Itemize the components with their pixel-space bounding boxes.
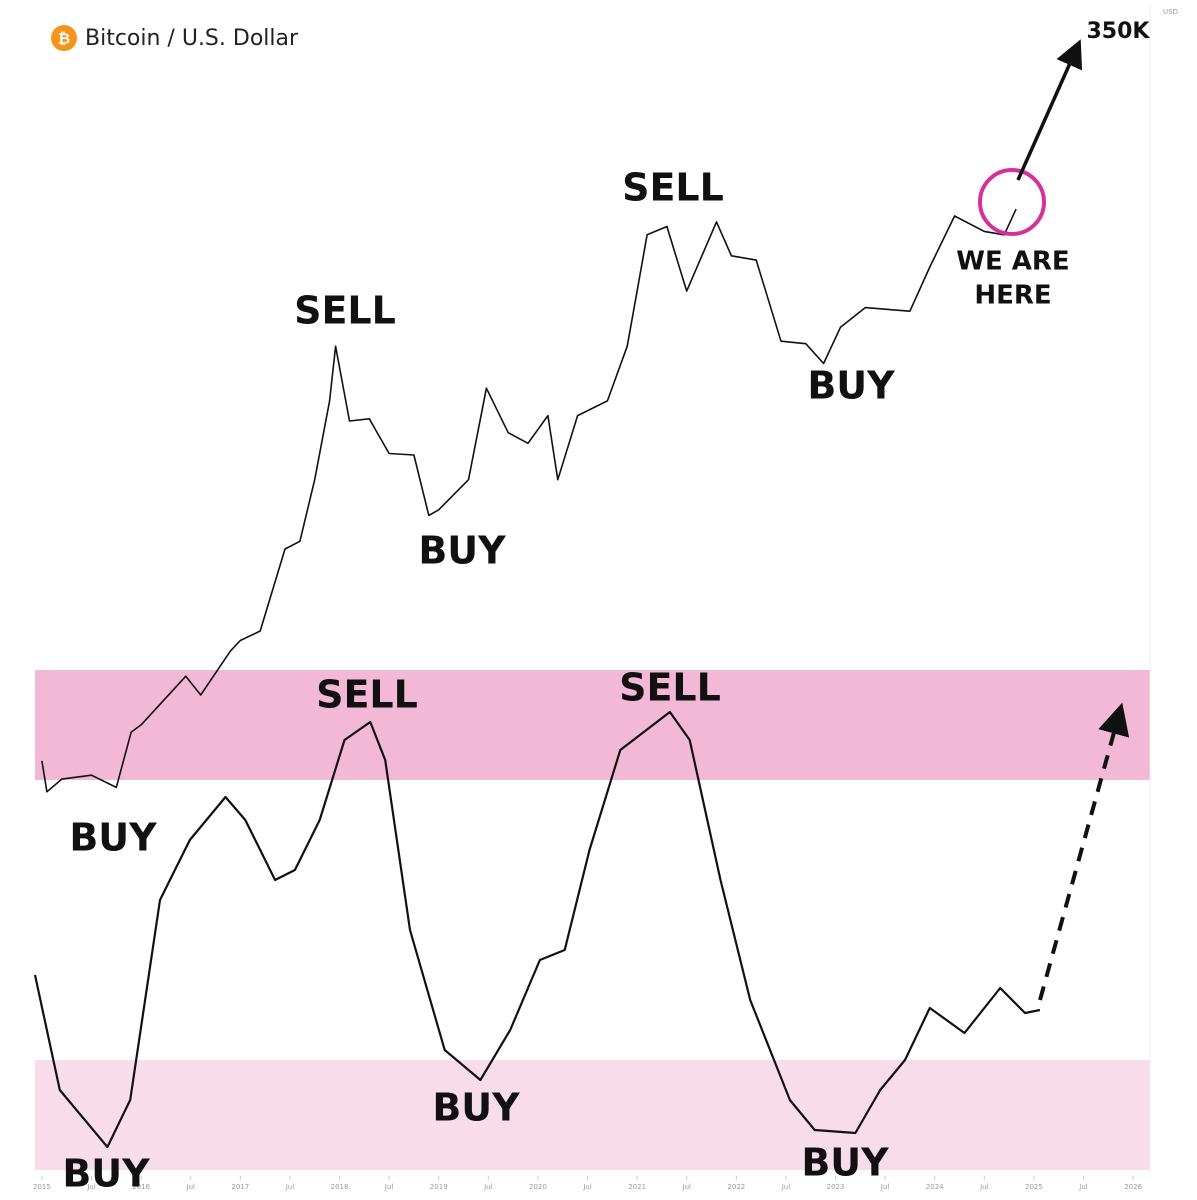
x-tick-label: 2020: [529, 1183, 547, 1191]
annotation: SELL: [622, 166, 724, 210]
x-tick-label: 2015: [33, 1183, 51, 1191]
x-tick-label: 2024: [926, 1183, 944, 1191]
annotation: SELL: [294, 289, 396, 333]
x-tick-label: 2023: [827, 1183, 845, 1191]
band: [35, 1060, 1150, 1170]
x-tick-label: Jul: [1078, 1183, 1088, 1191]
bitcoin-symbol: ₿: [58, 30, 70, 48]
x-tick-label: 2025: [1025, 1183, 1043, 1191]
annotation: WE ARE: [956, 247, 1069, 277]
annotation: BUY: [69, 816, 157, 860]
line: [33, 710, 1041, 1149]
x-tick-label: Jul: [285, 1183, 295, 1191]
highlight-circle: [978, 168, 1046, 236]
x-tick-label: Jul: [880, 1183, 890, 1191]
annotation: BUY: [807, 364, 895, 408]
bitcoin-icon: [51, 25, 77, 51]
x-tick-label: 2022: [727, 1183, 745, 1191]
chart-title: Bitcoin / U.S. Dollar: [85, 26, 299, 51]
x-tick-label: Jul: [781, 1183, 791, 1191]
line: [41, 208, 1017, 793]
x-tick-label: Jul: [86, 1183, 96, 1191]
annotation: BUY: [62, 1152, 150, 1196]
annotation: BUY: [432, 1086, 520, 1130]
annotations: SELL BUY SELL BUY WE ARE HERE 350K SELL SELL BUY B…: [62, 19, 1150, 1196]
x-tick-label: Jul: [186, 1183, 196, 1191]
dashed-arrow: [1038, 702, 1130, 1001]
x-tick-label: Jul: [582, 1183, 592, 1191]
currency-label: USD: [1163, 8, 1178, 16]
x-tick-label: Jul: [384, 1183, 394, 1191]
bands: [35, 670, 1150, 1170]
x-tick-label: 2021: [628, 1183, 646, 1191]
band: [35, 670, 1150, 780]
x-tick-label: 2018: [331, 1183, 349, 1191]
annotation: BUY: [418, 529, 506, 573]
x-tick-label: Jul: [979, 1183, 989, 1191]
axes: USD 2015 Jul 2016 Jul 2017 Jul 2018 Jul 2019 Jul 2…: [33, 5, 1178, 1191]
x-tick-label: 2016: [132, 1183, 150, 1191]
annotation: HERE: [974, 281, 1051, 311]
annotation: SELL: [316, 673, 418, 717]
series: [33, 208, 1041, 1149]
annotation: SELL: [619, 666, 721, 710]
annotation: 350K: [1087, 19, 1151, 44]
x-tick-label: Jul: [483, 1183, 493, 1191]
x-tick-label: Jul: [682, 1183, 692, 1191]
x-tick-label: 2026: [1124, 1183, 1142, 1191]
x-tick-label: 2017: [231, 1183, 249, 1191]
annotation: BUY: [801, 1141, 889, 1185]
arrow: [1016, 39, 1083, 181]
x-tick-label: 2019: [430, 1183, 448, 1191]
